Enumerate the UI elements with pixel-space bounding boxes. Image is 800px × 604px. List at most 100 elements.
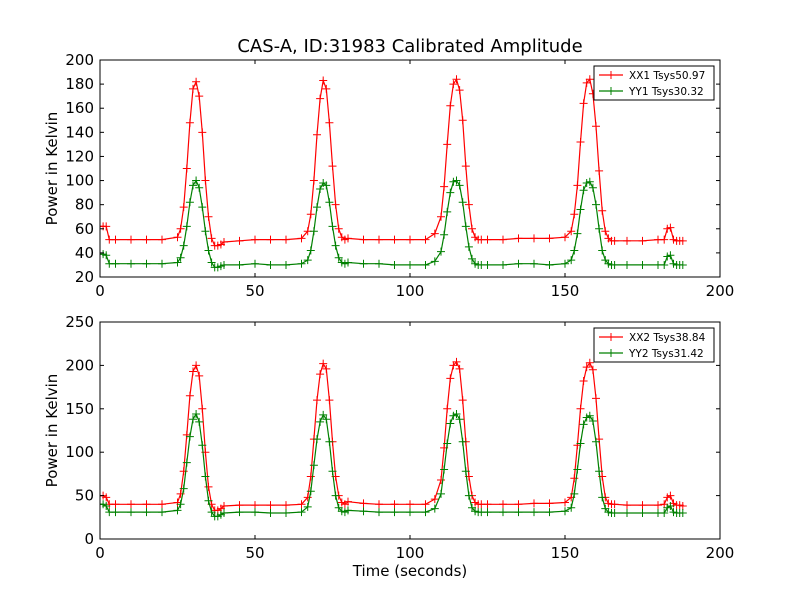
data-point	[610, 508, 619, 517]
data-point	[207, 508, 216, 517]
data-point	[561, 259, 569, 268]
data-point	[359, 507, 368, 516]
data-point	[102, 251, 111, 260]
data-point	[610, 260, 619, 269]
data-point	[158, 235, 166, 244]
data-point	[585, 358, 594, 367]
data-point	[595, 467, 604, 476]
data-point	[303, 502, 312, 511]
data-point	[201, 472, 210, 481]
data-point	[142, 508, 151, 517]
data-point	[204, 246, 213, 255]
data-point	[588, 416, 597, 425]
data-point	[319, 410, 328, 419]
data-point	[452, 357, 461, 366]
data-point	[561, 498, 569, 507]
series-line-1	[100, 77, 683, 247]
data-point	[390, 260, 399, 269]
y-tick-label: 0	[84, 530, 94, 548]
data-point	[390, 500, 399, 509]
data-point	[666, 502, 675, 511]
data-point	[654, 501, 662, 510]
data-point	[610, 236, 619, 245]
x-tick-label: 50	[245, 282, 264, 300]
data-point	[251, 259, 259, 268]
y-tick-label: 100	[65, 172, 94, 190]
data-point	[306, 472, 315, 481]
data-point	[514, 500, 523, 509]
data-point	[198, 404, 207, 413]
data-point	[185, 118, 194, 127]
legend-swatch-marker	[607, 87, 615, 95]
data-point	[545, 234, 554, 243]
data-point	[514, 234, 523, 243]
data-point	[514, 259, 523, 268]
data-point	[309, 227, 318, 236]
data-point	[406, 260, 414, 269]
data-point	[176, 500, 185, 509]
data-point	[325, 396, 334, 405]
x-tick-label: 0	[95, 544, 105, 562]
data-point	[678, 502, 687, 511]
data-point	[344, 234, 352, 243]
x-tick-label: 100	[396, 544, 425, 562]
data-point	[316, 184, 325, 193]
data-point	[235, 501, 244, 510]
data-point	[111, 259, 120, 268]
data-point	[195, 417, 204, 426]
data-point	[585, 75, 594, 84]
data-point	[331, 200, 340, 209]
data-point	[458, 198, 467, 207]
data-point	[499, 260, 507, 269]
data-point	[458, 116, 467, 125]
data-point	[182, 222, 191, 231]
data-point	[334, 224, 343, 233]
data-point	[344, 258, 352, 267]
data-point	[179, 203, 188, 212]
y-axis-label: Power in Kelvin	[43, 374, 61, 488]
data-point	[220, 508, 228, 517]
data-point	[189, 181, 197, 190]
data-point	[598, 206, 607, 215]
data-point	[102, 222, 111, 231]
data-point	[576, 439, 585, 448]
data-point	[567, 503, 576, 512]
data-point	[319, 359, 328, 368]
data-point	[567, 227, 576, 236]
data-point	[464, 491, 473, 500]
data-point	[375, 235, 383, 244]
data-point	[297, 508, 306, 517]
data-point	[483, 508, 492, 517]
data-point	[176, 253, 185, 262]
x-tick-label: 150	[551, 544, 580, 562]
figure-title: CAS-A, ID:31983 Calibrated Amplitude	[237, 36, 582, 57]
legend-entry: YY1 Tsys30.32	[628, 86, 704, 98]
data-point	[443, 207, 452, 216]
data-point	[328, 222, 337, 231]
data-point	[579, 420, 588, 429]
data-point	[592, 122, 600, 131]
data-point	[483, 260, 492, 269]
data-point	[530, 234, 538, 243]
data-point	[430, 504, 439, 513]
series-group	[100, 357, 687, 521]
data-point	[127, 235, 135, 244]
data-point	[406, 235, 414, 244]
data-point	[266, 501, 275, 510]
data-point	[201, 227, 210, 236]
legend: XX1 Tsys50.97 YY1 Tsys30.32	[593, 65, 715, 101]
legend-box	[593, 65, 715, 101]
data-point	[678, 508, 687, 517]
data-point	[322, 84, 331, 93]
data-point	[430, 257, 439, 266]
y-tick-label: 100	[65, 443, 94, 461]
data-point	[207, 234, 216, 243]
data-point	[251, 235, 259, 244]
data-point	[266, 235, 275, 244]
data-point	[204, 212, 213, 221]
plot-panel-2: 0 50 100 150 200 0 50 100 150 200 250 Power in Kelv…	[43, 313, 734, 580]
data-point	[598, 246, 607, 255]
data-point	[127, 500, 135, 509]
data-point	[235, 236, 244, 245]
x-tick-label: 150	[551, 282, 580, 300]
